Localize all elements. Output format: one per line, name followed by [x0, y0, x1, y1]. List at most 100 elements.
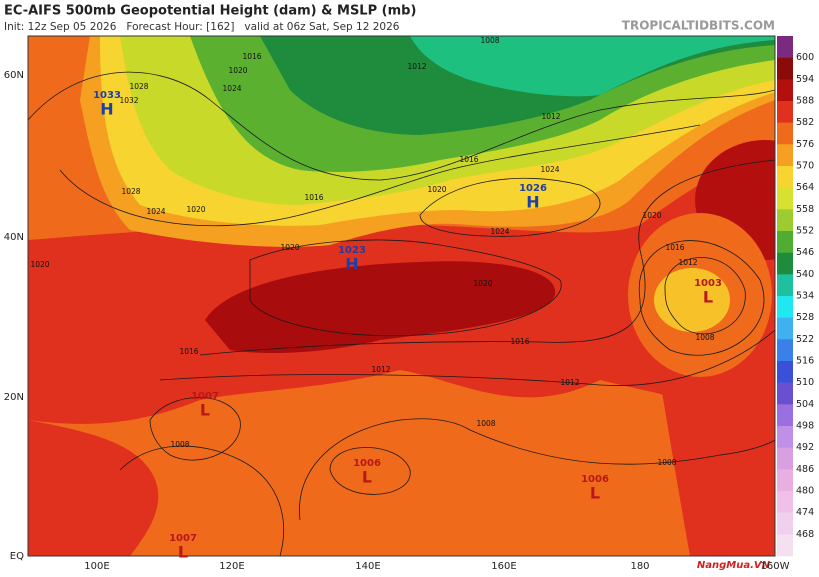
colorbar-label: 600: [796, 52, 814, 63]
colorbar-label: 552: [796, 226, 814, 237]
colorbar-label: 540: [796, 269, 814, 280]
latitude-label: EQ: [10, 551, 24, 562]
isobar-label: 1012: [407, 62, 426, 71]
colorbar-label: 492: [796, 442, 814, 453]
center-pressure: 1006: [581, 474, 609, 485]
isobar-label: 1020: [427, 185, 446, 194]
colorbar-segment: [777, 317, 793, 340]
colorbar-segment: [777, 36, 793, 58]
colorbar-label: 522: [796, 334, 814, 345]
colorbar-segment: [777, 187, 793, 210]
center-pressure: 1007: [191, 391, 219, 402]
colorbar-segment: [777, 404, 793, 427]
isobar-label: 1032: [119, 96, 138, 105]
center-letter: L: [200, 401, 210, 420]
center-letter: L: [703, 288, 713, 307]
colorbar-segment: [777, 512, 793, 535]
colorbar-label: 504: [796, 399, 814, 410]
colorbar-label: 534: [796, 291, 814, 302]
isobar-label: 1016: [510, 337, 529, 346]
colorbar-segment: [777, 447, 793, 470]
isobar-label: 1020: [280, 243, 299, 252]
colorbar-segment: [777, 274, 793, 297]
colorbar-segment: [777, 209, 793, 232]
isobar-label: 1020: [642, 211, 661, 220]
subtitle: Init: 12z Sep 05 2026 Forecast Hour: [16…: [4, 21, 400, 33]
colorbar-segment: [777, 469, 793, 492]
site-name: TROPICALTIDBITS.COM: [622, 19, 775, 33]
colorbar-label: 516: [796, 356, 814, 367]
colorbar-segment: [777, 79, 793, 102]
center-pressure: 1003: [694, 278, 722, 289]
colorbar-label: 582: [796, 117, 814, 128]
latitude-label: 60N: [4, 70, 24, 81]
colorbar-segment: [777, 166, 793, 188]
isobar-label: 1020: [228, 66, 247, 75]
watermark: NangMua.VN: [697, 560, 771, 571]
center-letter: H: [100, 100, 113, 119]
center-letter: H: [526, 193, 539, 212]
colorbar-segment: [777, 491, 793, 513]
colorbar-label: 474: [796, 507, 814, 518]
colorbar-label: 546: [796, 247, 814, 258]
isobar-label: 1028: [129, 82, 148, 91]
longitude-label: 180: [630, 561, 649, 572]
center-letter: L: [178, 543, 188, 562]
colorbar-label: 564: [796, 182, 814, 193]
isobar-label: 1024: [540, 165, 559, 174]
center-letter: L: [362, 468, 372, 487]
isobar-label: 1016: [179, 347, 198, 356]
longitude-label: 100E: [84, 561, 109, 572]
colorbar-label: 576: [796, 139, 814, 150]
isobar-label: 1016: [459, 155, 478, 164]
colorbar-segment: [777, 339, 793, 362]
center-pressure: 1006: [353, 458, 381, 469]
colorbar-segment: [777, 361, 793, 383]
colorbar-label: 486: [796, 464, 814, 475]
colorbar-label: 480: [796, 486, 814, 497]
isobar-label: 1024: [222, 84, 241, 93]
isobar-label: 1008: [480, 36, 499, 45]
colorbar-label: 528: [796, 312, 814, 323]
colorbar-segment: [777, 534, 793, 557]
title: EC-AIFS 500mb Geopotential Height (dam) …: [4, 4, 416, 19]
colorbar-label: 588: [796, 96, 814, 107]
colorbar-segment: [777, 296, 793, 318]
colorbar-label: 570: [796, 161, 814, 172]
isobar-label: 1016: [242, 52, 261, 61]
colorbar-label: 498: [796, 421, 814, 432]
colorbar-label: 558: [796, 204, 814, 215]
center-letter: H: [345, 255, 358, 274]
colorbar-label: 594: [796, 74, 814, 85]
isobar-label: 1008: [170, 440, 189, 449]
colorbar-segment: [777, 101, 793, 123]
colorbar-segment: [777, 252, 793, 275]
isobar-label: 1012: [678, 258, 697, 267]
center-letter: L: [590, 484, 600, 503]
colorbar-segment: [777, 382, 793, 405]
map-field: [28, 36, 775, 556]
longitude-label: 120E: [219, 561, 244, 572]
isobar-label: 1024: [490, 227, 509, 236]
center-pressure: 1023: [338, 245, 366, 256]
center-pressure: 1007: [169, 533, 197, 544]
isobar-label: 1024: [146, 207, 165, 216]
longitude-label: 160E: [491, 561, 516, 572]
isobar-label: 1012: [371, 365, 390, 374]
center-pressure: 1026: [519, 183, 547, 194]
center-pressure: 1033: [93, 90, 121, 101]
colorbar-segment: [777, 426, 793, 448]
isobar-label: 1008: [695, 333, 714, 342]
colorbar-segment: [777, 144, 793, 167]
colorbar-label: 468: [796, 529, 814, 540]
colorbar-segment: [777, 57, 793, 80]
isobar-label: 1020: [473, 279, 492, 288]
isobar-label: 1020: [30, 260, 49, 269]
isobar-label: 1008: [476, 419, 495, 428]
colorbar-segment: [777, 122, 793, 145]
colorbar-segment: [777, 231, 793, 253]
longitude-label: 140E: [355, 561, 380, 572]
isobar-label: 1012: [560, 378, 579, 387]
isobar-label: 1008: [657, 458, 676, 467]
